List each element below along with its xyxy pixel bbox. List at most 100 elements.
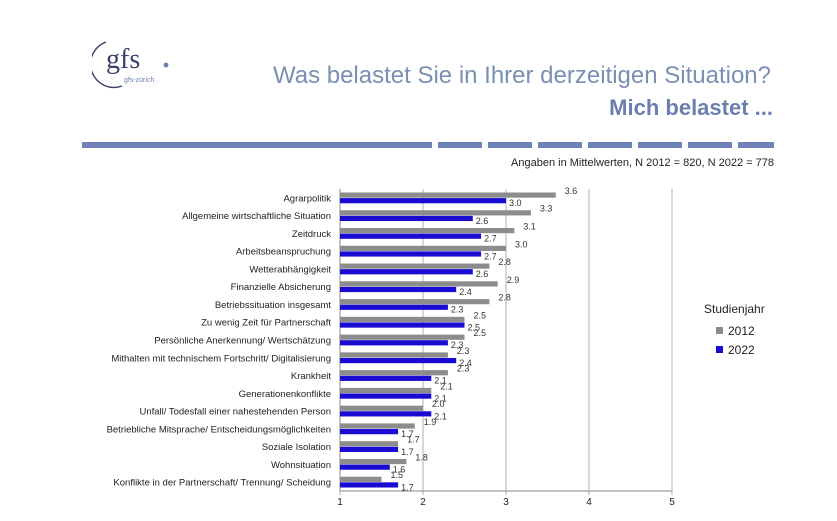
legend-title: Studienjahr: [704, 302, 765, 316]
value-label-2012: 2.1: [440, 381, 453, 391]
value-label-2022: 2.6: [476, 216, 489, 226]
bar-2022: [340, 482, 399, 488]
value-label-2012: 3.6: [565, 186, 578, 196]
bar-2022: [340, 340, 448, 346]
decorative-dash-band: [82, 142, 774, 148]
value-label-2022: 1.7: [401, 482, 414, 492]
bar-2012: [340, 316, 465, 323]
bar-2022: [340, 322, 465, 328]
page-subtitle: Mich belastet ...: [609, 95, 773, 120]
value-label-2022: 2.5: [468, 322, 481, 332]
category-label: Wetterabhängigkeit: [249, 264, 331, 275]
value-label-2012: 2.8: [498, 257, 511, 267]
bar-2012: [340, 263, 490, 269]
legend-label-2022: 2022: [728, 343, 755, 357]
category-label: Zeitdruck: [292, 229, 331, 240]
bar-2022: [340, 233, 482, 239]
bar-2012: [340, 423, 415, 429]
value-label-2012: 1.7: [407, 435, 420, 445]
bar-2012: [340, 387, 432, 394]
bar-2022: [340, 446, 399, 452]
logo-text: gfs: [106, 44, 140, 75]
value-label-2012: 3.1: [523, 222, 536, 232]
category-label: Konflikte in der Partnerschaft/ Trennung…: [113, 478, 331, 489]
value-label-2022: 2.6: [476, 269, 489, 279]
legend-swatch-2022: [716, 346, 723, 353]
category-label: Zu wenig Zeit für Partnerschaft: [201, 318, 331, 329]
value-label-2012: 1.8: [415, 452, 428, 462]
legend-item-2012: 2012: [716, 324, 755, 338]
bar-2012: [340, 245, 506, 251]
category-label: Generationenkonflikte: [239, 389, 331, 400]
value-label-2022: 3.0: [509, 198, 522, 208]
value-label-2012: 2.3: [457, 364, 470, 374]
x-tick-label: 2: [420, 497, 426, 508]
value-label-2012: 1.9: [424, 417, 437, 427]
category-label: Agrarpolitik: [283, 193, 331, 204]
bar-2012: [340, 370, 448, 376]
value-label-2012: 2.5: [474, 310, 487, 320]
bar-2022: [340, 411, 432, 417]
bar-2012: [340, 352, 448, 358]
value-label-2012: 3.0: [515, 239, 528, 249]
value-label-2012: 1.5: [391, 470, 404, 480]
value-label-2022: 2.7: [484, 251, 497, 261]
bar-2022: [340, 375, 432, 381]
bar-2022: [340, 251, 482, 257]
category-label: Arbeitsbeanspruchung: [236, 247, 331, 258]
value-label-2022: 2.7: [484, 234, 497, 244]
value-label-2022: 1.7: [401, 429, 414, 439]
legend-item-2022: 2022: [716, 343, 755, 357]
category-label: Krankheit: [291, 371, 331, 382]
category-label: Betriebliche Mitsprache/ Entscheidungsmö…: [107, 424, 331, 435]
logo-subtext: gfs-zürich: [124, 77, 154, 84]
value-label-2012: 2.5: [474, 328, 487, 338]
x-tick-label: 4: [586, 497, 592, 508]
bar-2012: [340, 210, 531, 216]
x-tick-label: 3: [503, 497, 509, 508]
bar-2012: [340, 441, 399, 447]
category-label: Soziale Isolation: [262, 442, 331, 453]
value-label-2012: 2.0: [432, 399, 445, 409]
bar-2022: [340, 215, 473, 222]
category-label: Finanzielle Absicherung: [231, 282, 331, 293]
category-label: Mithalten mit technischem Fortschritt/ D…: [111, 353, 331, 364]
category-label: Allgemeine wirtschaftliche Situation: [182, 211, 331, 222]
value-label-2022: 2.3: [451, 340, 464, 350]
bar-2022: [340, 286, 457, 293]
category-label: Unfall/ Todesfall einer nahestehenden Pe…: [139, 407, 331, 418]
bar-2022: [340, 269, 473, 275]
bar-2012: [340, 458, 407, 465]
value-label-2022: 1.7: [401, 447, 414, 457]
value-label-2022: 2.3: [451, 305, 464, 315]
bar-2012: [340, 476, 382, 482]
value-label-2022: 2.1: [434, 393, 447, 403]
bar-2022: [340, 304, 448, 310]
bar-2012: [340, 334, 465, 340]
bar-2022: [340, 429, 399, 435]
bar-2022: [340, 464, 390, 470]
value-label-2012: 2.9: [507, 275, 520, 285]
category-label: Persönliche Anerkennung/ Wertschätzung: [154, 336, 331, 347]
gfs-logo: gfs gfs-zürich: [92, 41, 169, 89]
legend-swatch-2012: [716, 327, 723, 334]
bar-2012: [340, 405, 423, 411]
x-tick-label: 5: [669, 497, 675, 508]
category-label: Betriebssituation insgesamt: [215, 300, 332, 311]
bar-2012: [340, 228, 515, 234]
category-label: Wohnsituation: [271, 460, 331, 471]
value-label-2022: 2.4: [459, 287, 472, 297]
bar-2012: [340, 192, 556, 198]
bar-2012: [340, 281, 498, 287]
x-tick-label: 1: [337, 497, 343, 508]
value-label-2012: 2.3: [457, 346, 470, 356]
value-label-2022: 1.6: [393, 465, 406, 475]
page-title: Was belastet Sie in Ihrer derzeitigen Si…: [272, 62, 771, 89]
value-label-2022: 2.1: [434, 376, 447, 386]
sample-note: Angaben in Mittelwerten, N 2012 = 820, N…: [511, 157, 774, 169]
bar-2022: [340, 357, 457, 364]
value-label-2022: 2.1: [434, 411, 447, 421]
legend-label-2012: 2012: [728, 324, 755, 338]
value-label-2012: 3.3: [540, 204, 553, 214]
